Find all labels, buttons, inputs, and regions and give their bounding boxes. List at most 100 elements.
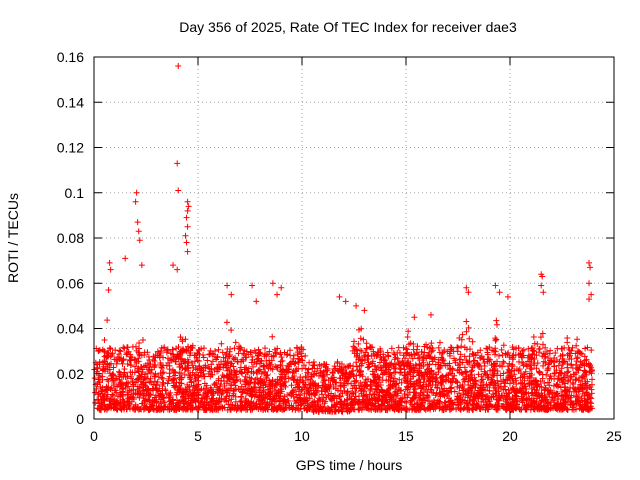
data-point bbox=[362, 382, 369, 389]
data-point bbox=[484, 349, 491, 356]
data-point bbox=[560, 379, 567, 386]
data-point bbox=[256, 368, 263, 375]
data-point bbox=[104, 317, 111, 324]
data-point bbox=[573, 342, 580, 349]
data-point bbox=[443, 376, 450, 383]
data-point bbox=[418, 402, 425, 409]
data-point bbox=[119, 360, 126, 367]
data-point bbox=[548, 394, 555, 401]
data-point bbox=[150, 402, 157, 409]
data-point bbox=[230, 392, 237, 399]
data-point bbox=[404, 359, 411, 366]
data-point bbox=[181, 358, 188, 365]
data-point bbox=[215, 406, 222, 413]
data-point bbox=[482, 370, 489, 377]
data-point bbox=[568, 355, 575, 362]
data-point bbox=[306, 404, 313, 411]
data-point bbox=[129, 369, 136, 376]
data-point bbox=[125, 383, 132, 390]
data-point bbox=[573, 389, 580, 396]
data-point bbox=[520, 346, 527, 353]
data-point bbox=[547, 357, 554, 364]
data-point bbox=[409, 373, 416, 380]
data-point bbox=[317, 396, 324, 403]
data-point bbox=[538, 282, 545, 289]
data-point bbox=[375, 393, 382, 400]
data-point bbox=[357, 335, 364, 342]
data-point bbox=[396, 349, 403, 356]
data-point bbox=[490, 381, 497, 388]
data-point bbox=[133, 189, 140, 196]
data-point bbox=[408, 351, 415, 358]
data-point bbox=[348, 396, 355, 403]
data-point bbox=[476, 392, 483, 399]
data-point bbox=[170, 351, 177, 358]
data-point bbox=[410, 381, 417, 388]
data-point bbox=[249, 282, 256, 289]
data-point bbox=[356, 368, 363, 375]
data-point bbox=[158, 344, 165, 351]
y-tick-label: 0.08 bbox=[57, 230, 84, 246]
data-point bbox=[456, 361, 463, 368]
data-point bbox=[537, 334, 544, 341]
data-point bbox=[547, 405, 554, 412]
data-point bbox=[399, 357, 406, 364]
data-point bbox=[251, 380, 258, 387]
data-point bbox=[294, 358, 301, 365]
data-point bbox=[464, 400, 471, 407]
data-point bbox=[281, 406, 288, 413]
data-point bbox=[475, 371, 482, 378]
data-point bbox=[496, 289, 503, 296]
data-point bbox=[198, 373, 205, 380]
data-point bbox=[154, 379, 161, 386]
data-point bbox=[514, 401, 521, 408]
data-point bbox=[561, 404, 568, 411]
data-point bbox=[358, 358, 365, 365]
data-point bbox=[472, 352, 479, 359]
data-point bbox=[220, 364, 227, 371]
data-point bbox=[184, 207, 191, 214]
data-point bbox=[286, 347, 293, 354]
data-point bbox=[94, 364, 101, 371]
data-point bbox=[182, 385, 189, 392]
data-point bbox=[215, 346, 222, 353]
data-point bbox=[542, 386, 549, 393]
data-point bbox=[145, 353, 152, 360]
data-point bbox=[262, 345, 269, 352]
data-point bbox=[531, 392, 538, 399]
y-tick-label: 0.02 bbox=[57, 366, 84, 382]
data-point bbox=[554, 345, 561, 352]
data-point bbox=[152, 361, 159, 368]
data-point bbox=[478, 378, 485, 385]
data-point bbox=[427, 368, 434, 375]
data-point bbox=[397, 395, 404, 402]
data-point bbox=[126, 356, 133, 363]
data-point bbox=[454, 396, 461, 403]
data-point bbox=[112, 375, 119, 382]
data-point bbox=[512, 392, 519, 399]
data-point bbox=[255, 355, 262, 362]
data-point bbox=[228, 396, 235, 403]
data-point bbox=[174, 160, 181, 167]
data-point bbox=[229, 401, 236, 408]
data-point bbox=[508, 405, 515, 412]
data-point bbox=[147, 392, 154, 399]
data-point bbox=[582, 368, 589, 375]
data-point bbox=[231, 367, 238, 374]
data-point bbox=[265, 365, 272, 372]
data-point bbox=[110, 371, 117, 378]
data-point bbox=[530, 405, 537, 412]
data-point bbox=[515, 367, 522, 374]
data-point bbox=[353, 302, 360, 309]
data-point bbox=[516, 387, 523, 394]
data-point bbox=[340, 384, 347, 391]
data-point bbox=[218, 396, 225, 403]
data-point bbox=[429, 375, 436, 382]
data-point bbox=[135, 365, 142, 372]
data-point bbox=[401, 355, 408, 362]
data-point bbox=[365, 359, 372, 366]
data-point bbox=[494, 380, 501, 387]
data-point bbox=[535, 380, 542, 387]
data-point bbox=[324, 367, 331, 374]
data-point bbox=[209, 371, 216, 378]
